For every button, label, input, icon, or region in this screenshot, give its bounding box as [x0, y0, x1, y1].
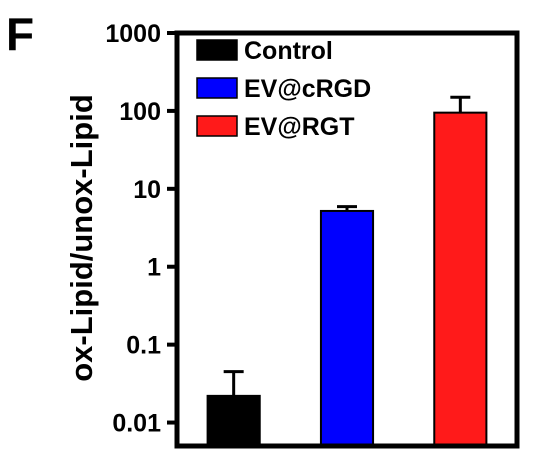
y-axis-label: ox-Lipid/unox-Lipid [64, 94, 99, 382]
y-tick-label: 0.1 [126, 332, 161, 360]
bar-ev-rgt [433, 111, 488, 447]
legend: Control EV@cRGD EV@RGT [196, 37, 371, 141]
panel-letter: F [6, 8, 34, 60]
legend-label: EV@cRGD [244, 75, 371, 103]
y-tick-label: 1000 [105, 20, 161, 48]
y-ticks-group: 0.01 0.1 1 10 100 1000 [105, 20, 177, 438]
plot-frame [174, 30, 520, 449]
bar-ev-crgd [319, 209, 375, 447]
legend-swatch [196, 115, 238, 137]
y-tick-label: 1 [147, 254, 161, 282]
legend-swatch [196, 39, 238, 61]
legend-label: Control [244, 37, 333, 65]
legend-label: EV@RGT [244, 113, 355, 141]
error-bars-group [223, 95, 471, 396]
y-tick-label: 100 [119, 98, 161, 126]
y-tick-label: 0.01 [112, 410, 161, 438]
y-tick-label: 10 [133, 176, 161, 204]
bars-group [206, 111, 488, 447]
legend-swatch [196, 77, 238, 99]
bar-control [206, 394, 261, 447]
